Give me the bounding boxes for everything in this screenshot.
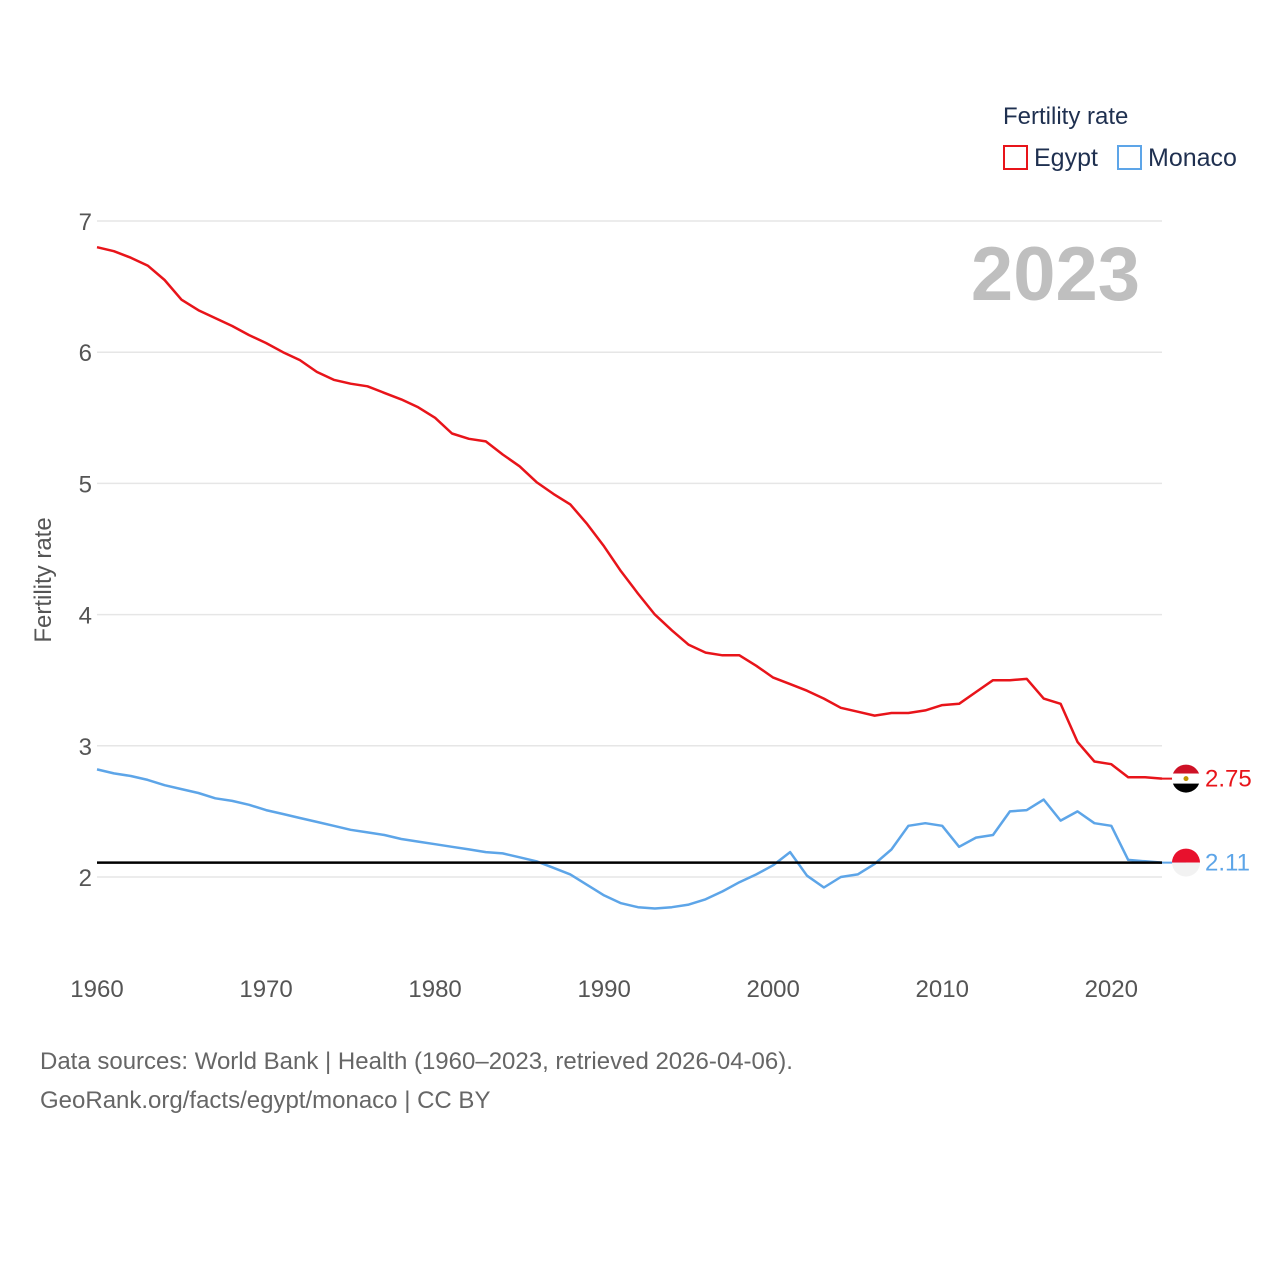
x-tick-label: 1960 <box>70 976 123 1003</box>
legend-swatch <box>1003 145 1028 170</box>
fertility-chart: 2 3 4 5 6 7 1960 1970 1980 1990 2000 2010 2020 Fert… <box>30 103 1252 1003</box>
source-line-data: Data sources: World Bank | Health (1960–… <box>40 1048 793 1075</box>
y-tick-label: 2 <box>79 865 92 892</box>
x-tick-label: 1970 <box>239 976 292 1003</box>
y-tick-label: 5 <box>79 471 92 498</box>
x-tick-label: 2020 <box>1085 976 1138 1003</box>
legend-item-egypt[interactable]: Egypt <box>1003 144 1098 172</box>
series-line-egypt <box>96 245 1163 780</box>
legend-title: Fertility rate <box>1003 103 1128 130</box>
legend[interactable]: Fertility rate Egypt Monaco <box>1003 103 1237 172</box>
series-line-monaco <box>96 768 1163 910</box>
egypt-flag-icon <box>1172 764 1200 793</box>
legend-item-monaco[interactable]: Monaco <box>1117 144 1237 172</box>
y-axis-title: Fertility rate <box>30 517 57 642</box>
x-tick-label: 2010 <box>916 976 969 1003</box>
legend-label: Egypt <box>1034 144 1098 172</box>
x-tick-label: 1990 <box>577 976 630 1003</box>
end-markers: 2.75 2.11 <box>1162 764 1252 877</box>
x-tick-label: 1980 <box>408 976 461 1003</box>
y-tick-label: 4 <box>79 603 92 630</box>
y-tick-label: 3 <box>79 734 92 761</box>
y-tick-label: 7 <box>79 209 92 236</box>
legend-label: Monaco <box>1148 144 1237 172</box>
source-note: Data sources: World Bank | Health (1960–… <box>40 1042 793 1120</box>
x-tick-label: 2000 <box>746 976 799 1003</box>
series-lines <box>96 245 1163 910</box>
monaco-flag-icon <box>1172 848 1200 877</box>
y-tick-label: 6 <box>79 340 92 367</box>
end-label-egypt: 2.75 <box>1205 766 1252 793</box>
x-axis-ticks: 1960 1970 1980 1990 2000 2010 2020 <box>70 976 1138 1003</box>
legend-swatch <box>1117 145 1142 170</box>
end-label-monaco: 2.11 <box>1205 850 1250 877</box>
year-label: 2023 <box>971 232 1140 317</box>
grid-lines <box>97 220 1162 878</box>
source-line-license[interactable]: GeoRank.org/facts/egypt/monaco | CC BY <box>40 1087 491 1114</box>
y-axis-ticks: 2 3 4 5 6 7 <box>79 209 92 892</box>
